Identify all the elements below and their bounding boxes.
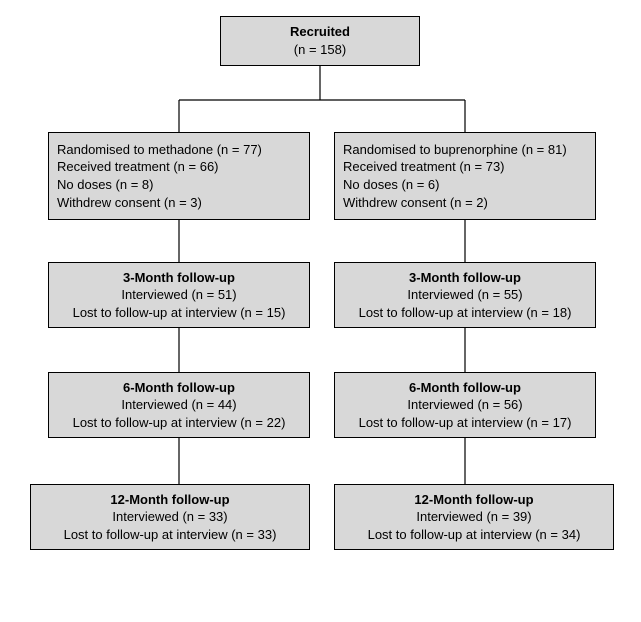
right-rand-line1: Randomised to buprenorphine (n = 81) xyxy=(343,141,567,159)
right-fu12-lost: Lost to follow-up at interview (n = 34) xyxy=(368,526,581,544)
node-right-fu6: 6-Month follow-up Interviewed (n = 56) L… xyxy=(334,372,596,438)
recruited-title: Recruited xyxy=(290,23,350,41)
node-right-randomised: Randomised to buprenorphine (n = 81) Rec… xyxy=(334,132,596,220)
left-fu12-interviewed: Interviewed (n = 33) xyxy=(112,508,227,526)
left-fu12-lost: Lost to follow-up at interview (n = 33) xyxy=(64,526,277,544)
right-fu6-lost: Lost to follow-up at interview (n = 17) xyxy=(359,414,572,432)
left-rand-line1: Randomised to methadone (n = 77) xyxy=(57,141,262,159)
left-fu3-interviewed: Interviewed (n = 51) xyxy=(121,286,236,304)
left-rand-line3: No doses (n = 8) xyxy=(57,176,153,194)
right-rand-line4: Withdrew consent (n = 2) xyxy=(343,194,488,212)
node-right-fu3: 3-Month follow-up Interviewed (n = 55) L… xyxy=(334,262,596,328)
right-rand-line2: Received treatment (n = 73) xyxy=(343,158,505,176)
node-recruited: Recruited (n = 158) xyxy=(220,16,420,66)
left-fu6-lost: Lost to follow-up at interview (n = 22) xyxy=(73,414,286,432)
node-left-fu6: 6-Month follow-up Interviewed (n = 44) L… xyxy=(48,372,310,438)
left-rand-line2: Received treatment (n = 66) xyxy=(57,158,219,176)
left-fu12-title: 12-Month follow-up xyxy=(110,491,229,509)
left-fu6-interviewed: Interviewed (n = 44) xyxy=(121,396,236,414)
right-fu3-lost: Lost to follow-up at interview (n = 18) xyxy=(359,304,572,322)
node-right-fu12: 12-Month follow-up Interviewed (n = 39) … xyxy=(334,484,614,550)
right-fu3-title: 3-Month follow-up xyxy=(409,269,521,287)
left-rand-line4: Withdrew consent (n = 3) xyxy=(57,194,202,212)
right-fu6-title: 6-Month follow-up xyxy=(409,379,521,397)
node-left-randomised: Randomised to methadone (n = 77) Receive… xyxy=(48,132,310,220)
recruited-n: (n = 158) xyxy=(294,41,346,59)
node-left-fu3: 3-Month follow-up Interviewed (n = 51) L… xyxy=(48,262,310,328)
left-fu6-title: 6-Month follow-up xyxy=(123,379,235,397)
right-fu12-interviewed: Interviewed (n = 39) xyxy=(416,508,531,526)
node-left-fu12: 12-Month follow-up Interviewed (n = 33) … xyxy=(30,484,310,550)
right-rand-line3: No doses (n = 6) xyxy=(343,176,439,194)
right-fu3-interviewed: Interviewed (n = 55) xyxy=(407,286,522,304)
left-fu3-title: 3-Month follow-up xyxy=(123,269,235,287)
left-fu3-lost: Lost to follow-up at interview (n = 15) xyxy=(73,304,286,322)
right-fu6-interviewed: Interviewed (n = 56) xyxy=(407,396,522,414)
right-fu12-title: 12-Month follow-up xyxy=(414,491,533,509)
